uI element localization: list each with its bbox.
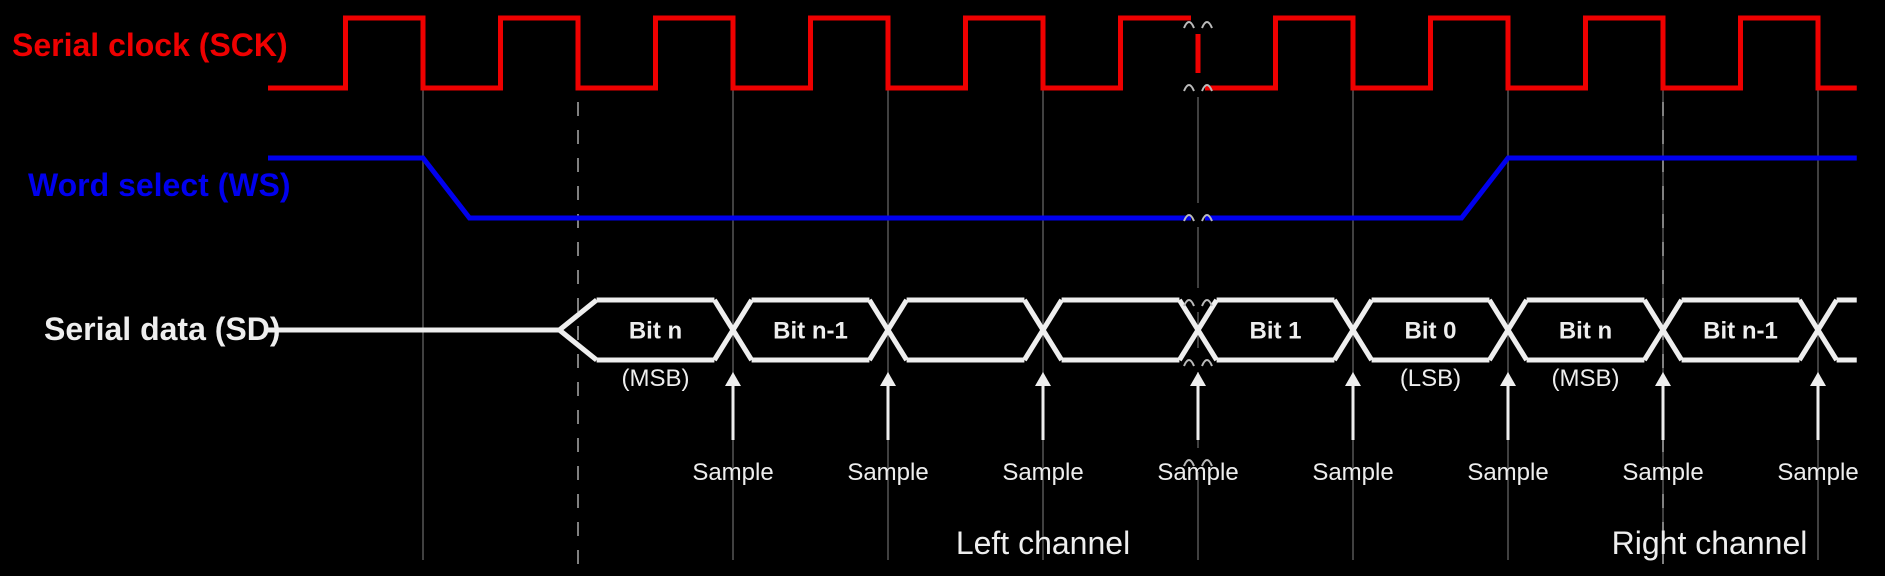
data-bit-label: Bit 1 [1249,317,1301,344]
data-bit-sublabel: (LSB) [1400,365,1461,392]
sample-label: Sample [1157,459,1238,486]
sample-label: Sample [1622,459,1703,486]
sck-label: Serial clock (SCK) [12,27,288,63]
sample-label: Sample [1002,459,1083,486]
data-bit-label: Bit 0 [1404,317,1456,344]
right-channel-label: Right channel [1612,525,1808,561]
left-channel-label: Left channel [956,525,1130,561]
sample-label: Sample [847,459,928,486]
sample-label: Sample [1312,459,1393,486]
sample-label: Sample [692,459,773,486]
sample-label: Sample [1777,459,1858,486]
data-bit-label: Bit n [629,317,682,344]
data-bit-label: Bit n-1 [1703,317,1778,344]
data-bit-sublabel: (MSB) [1552,365,1620,392]
ws-label: Word select (WS) [28,167,291,203]
sample-label: Sample [1467,459,1548,486]
data-bit-label: Bit n [1559,317,1612,344]
sd-label: Serial data (SD) [44,311,281,347]
data-bit-sublabel: (MSB) [622,365,690,392]
data-bit-label: Bit n-1 [773,317,848,344]
